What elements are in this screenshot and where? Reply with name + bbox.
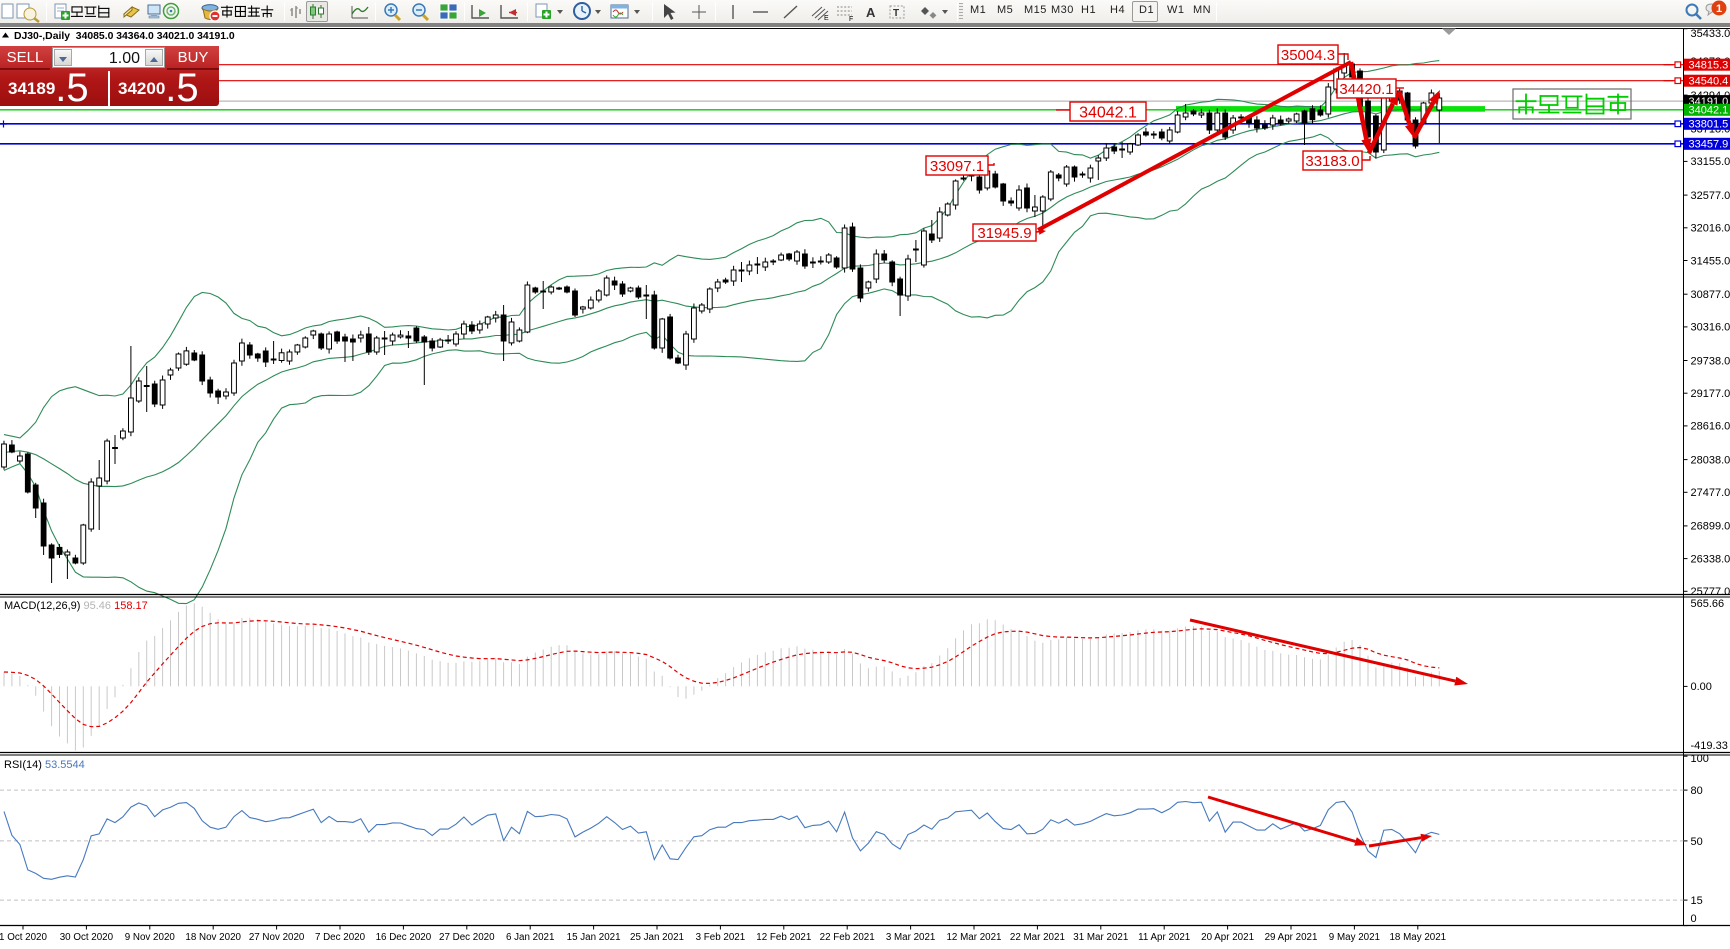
svg-text:27 Nov 2020: 27 Nov 2020 [249, 932, 305, 943]
svg-text:33155.0: 33155.0 [1691, 156, 1730, 168]
svg-text:29 Apr 2021: 29 Apr 2021 [1265, 932, 1318, 943]
svg-text:565.66: 565.66 [1691, 598, 1725, 610]
svg-text:32016.0: 32016.0 [1691, 223, 1730, 235]
svg-text:32577.0: 32577.0 [1691, 190, 1730, 202]
svg-text:80: 80 [1691, 785, 1703, 797]
svg-text:33457.9: 33457.9 [1689, 139, 1729, 151]
svg-text:3 Feb 2021: 3 Feb 2021 [696, 932, 746, 943]
svg-text:29177.0: 29177.0 [1691, 388, 1730, 400]
svg-text:1: 1 [1716, 3, 1722, 15]
svg-text:7 Dec 2020: 7 Dec 2020 [315, 932, 366, 943]
svg-text:9 Nov 2020: 9 Nov 2020 [125, 932, 176, 943]
svg-text:25777.0: 25777.0 [1691, 586, 1730, 598]
svg-text:15 Jan 2021: 15 Jan 2021 [567, 932, 621, 943]
svg-text:34815.3: 34815.3 [1689, 60, 1729, 72]
svg-text:T: T [893, 8, 899, 19]
svg-text:18 Nov 2020: 18 Nov 2020 [185, 932, 241, 943]
svg-text:35433.0: 35433.0 [1691, 28, 1730, 40]
svg-text:26338.0: 26338.0 [1691, 553, 1730, 565]
svg-text:31455.0: 31455.0 [1691, 255, 1730, 267]
svg-text:-419.33: -419.33 [1691, 740, 1728, 752]
svg-text:34420.1: 34420.1 [1339, 81, 1393, 98]
svg-text:6 Jan 2021: 6 Jan 2021 [506, 932, 554, 943]
svg-text:100: 100 [1691, 753, 1709, 765]
svg-text:F: F [849, 16, 853, 23]
svg-text:RSI(14) 53.5544: RSI(14) 53.5544 [4, 759, 85, 771]
svg-text:27 Dec 2020: 27 Dec 2020 [439, 932, 495, 943]
svg-text:A: A [866, 5, 876, 20]
svg-text:33097.1: 33097.1 [930, 158, 984, 175]
svg-text:9 May 2021: 9 May 2021 [1329, 932, 1380, 943]
svg-text:25 Jan 2021: 25 Jan 2021 [630, 932, 684, 943]
svg-text:26899.0: 26899.0 [1691, 521, 1730, 533]
svg-text:22 Feb 2021: 22 Feb 2021 [820, 932, 875, 943]
svg-text:DJ30-,Daily 34085.0 34364.0 3: DJ30-,Daily 34085.0 34364.0 34021.0 3419… [14, 31, 235, 42]
svg-text:28038.0: 28038.0 [1691, 454, 1730, 466]
svg-text:12 Feb 2021: 12 Feb 2021 [756, 932, 811, 943]
svg-text:31 Mar 2021: 31 Mar 2021 [1073, 932, 1128, 943]
svg-text:22 Mar 2021: 22 Mar 2021 [1010, 932, 1065, 943]
svg-text:E: E [824, 15, 829, 22]
svg-text:50: 50 [1691, 836, 1703, 848]
svg-text:20 Apr 2021: 20 Apr 2021 [1201, 932, 1254, 943]
svg-text:0: 0 [1691, 913, 1697, 925]
svg-text:34042.1: 34042.1 [1689, 105, 1729, 117]
svg-text:31945.9: 31945.9 [977, 225, 1031, 242]
svg-text:29738.0: 29738.0 [1691, 355, 1730, 367]
svg-text:33183.0: 33183.0 [1305, 153, 1359, 170]
svg-text:30316.0: 30316.0 [1691, 322, 1730, 334]
svg-text:34042.1: 34042.1 [1079, 104, 1137, 121]
svg-text:35004.3: 35004.3 [1281, 47, 1335, 64]
svg-text:16 Dec 2020: 16 Dec 2020 [376, 932, 432, 943]
svg-text:28616.0: 28616.0 [1691, 421, 1730, 433]
svg-text:0.00: 0.00 [1691, 681, 1712, 693]
svg-text:MACD(12,26,9) 95.46 158.17: MACD(12,26,9) 95.46 158.17 [4, 600, 148, 612]
svg-text:33801.5: 33801.5 [1689, 119, 1729, 131]
svg-text:27477.0: 27477.0 [1691, 487, 1730, 499]
svg-text:30 Oct 2020: 30 Oct 2020 [60, 932, 114, 943]
svg-text:1 Oct 2020: 1 Oct 2020 [0, 932, 48, 943]
svg-text:30877.0: 30877.0 [1691, 289, 1730, 301]
svg-text:12 Mar 2021: 12 Mar 2021 [946, 932, 1001, 943]
svg-text:15: 15 [1691, 895, 1703, 907]
svg-text:11 Apr 2021: 11 Apr 2021 [1138, 932, 1190, 943]
svg-text:3 Mar 2021: 3 Mar 2021 [886, 932, 936, 943]
svg-text:18 May 2021: 18 May 2021 [1389, 932, 1446, 943]
svg-text:34540.4: 34540.4 [1689, 76, 1729, 88]
